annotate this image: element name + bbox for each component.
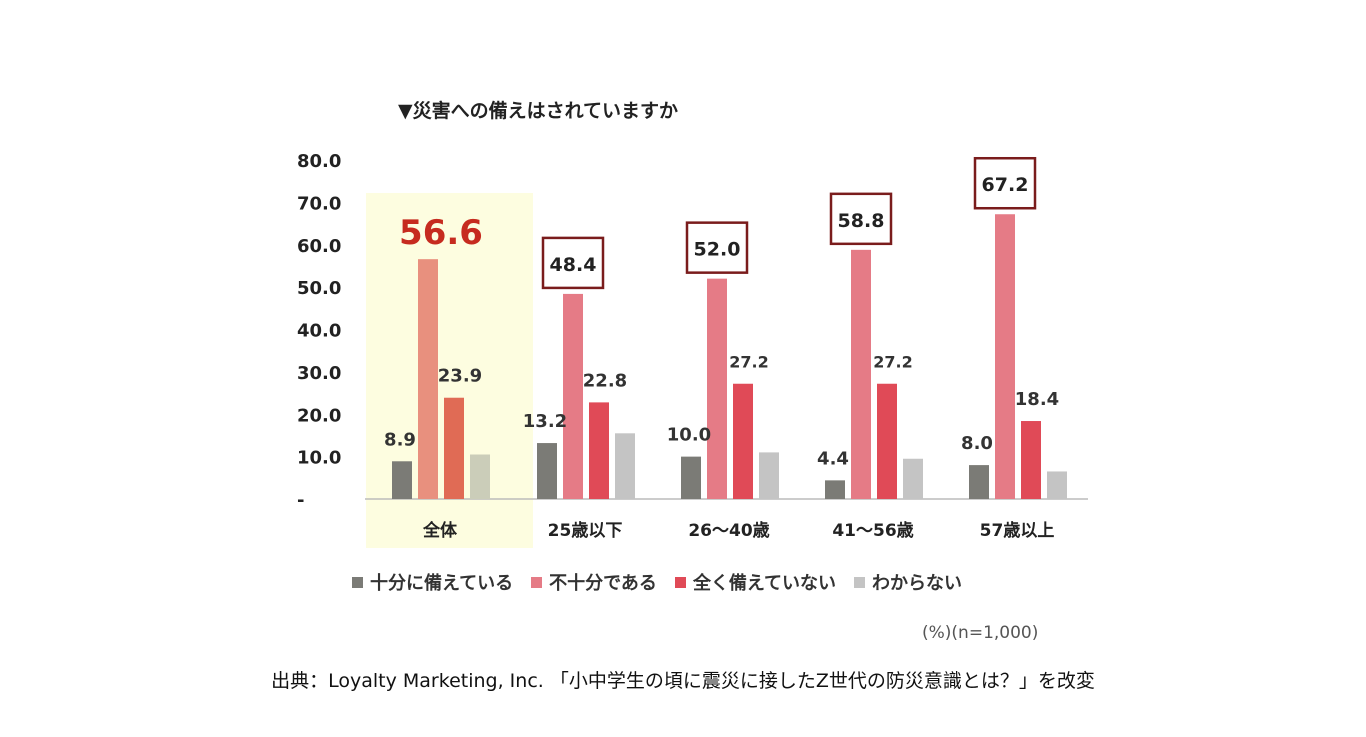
data-label: 27.2	[729, 353, 768, 372]
legend-item-unknown: わからない	[854, 569, 962, 595]
legend-swatch-insufficient	[531, 576, 543, 588]
y-tick-label: 40.0	[297, 321, 341, 342]
bar	[1047, 471, 1067, 499]
data-label: 13.2	[523, 411, 567, 432]
bar	[707, 278, 727, 499]
bar	[615, 433, 635, 499]
bar	[563, 293, 583, 499]
data-label-box	[541, 236, 605, 290]
data-label-highlight: 56.6	[399, 213, 483, 253]
y-tick-label: 30.0	[297, 363, 341, 384]
bar	[418, 259, 438, 499]
legend-label: 十分に備えている	[370, 573, 514, 594]
chart-title: ▼災害への備えはされていますか	[398, 100, 679, 122]
bar	[1021, 421, 1041, 499]
data-label: 23.9	[438, 366, 482, 387]
legend-label: わからない	[872, 573, 963, 594]
x-tick-label: 41〜56歳	[832, 520, 913, 541]
x-tick-label: 25歳以下	[548, 520, 623, 541]
bar	[537, 443, 557, 499]
data-label: 22.8	[583, 370, 627, 391]
legend: 十分に備えている 不十分である 全く備えていない わからない	[352, 569, 962, 595]
bar	[995, 214, 1015, 500]
x-tick-label: 全体	[422, 520, 458, 541]
y-tick-label: 80.0	[297, 151, 341, 172]
data-label-box	[973, 156, 1037, 210]
data-label-box	[829, 192, 893, 246]
y-tick-label: 60.0	[297, 236, 341, 257]
legend-item-insufficient: 不十分である	[531, 569, 657, 595]
data-label: 48.4	[550, 254, 597, 276]
bar	[851, 249, 871, 499]
y-tick-label: 70.0	[297, 193, 341, 214]
legend-label: 全く備えていない	[692, 573, 837, 594]
data-label: 27.2	[873, 353, 912, 372]
data-label: 58.8	[838, 210, 885, 232]
y-tick-label: -	[297, 490, 304, 511]
y-tick-label: 10.0	[297, 448, 341, 469]
bar	[681, 456, 701, 499]
data-label: 10.0	[667, 425, 711, 446]
bar	[877, 383, 897, 499]
bar	[444, 397, 464, 499]
bar	[589, 402, 609, 499]
data-label-box	[685, 221, 749, 274]
legend-swatch-none	[674, 576, 686, 588]
x-tick-label: 26〜40歳	[688, 520, 769, 541]
bar	[969, 465, 989, 499]
data-label: 67.2	[982, 174, 1029, 196]
legend-swatch-sufficient	[352, 576, 363, 588]
y-tick-label: 20.0	[297, 405, 341, 426]
bar	[759, 452, 779, 499]
legend-label: 不十分である	[549, 573, 657, 594]
data-label: 4.4	[817, 448, 849, 469]
bar	[733, 383, 753, 499]
data-label: 52.0	[694, 239, 741, 261]
data-label: 8.9	[384, 429, 416, 450]
bar	[470, 454, 490, 499]
source-note: 出典：Loyalty Marketing, Inc. 「小中学生の頃に震災に接し…	[271, 670, 1095, 692]
legend-item-sufficient: 十分に備えている	[352, 569, 513, 595]
data-label: 8.0	[961, 433, 993, 454]
legend-item-none: 全く備えていない	[674, 569, 837, 595]
y-tick-label: 50.0	[297, 278, 341, 299]
legend-swatch-unknown	[854, 576, 866, 588]
bar	[903, 458, 923, 499]
bar	[825, 480, 845, 499]
x-tick-label: 57歳以上	[980, 520, 1055, 541]
data-label: 18.4	[1015, 389, 1059, 410]
unit-note: (%)(n=1,000)	[922, 623, 1039, 643]
bar	[392, 461, 412, 499]
